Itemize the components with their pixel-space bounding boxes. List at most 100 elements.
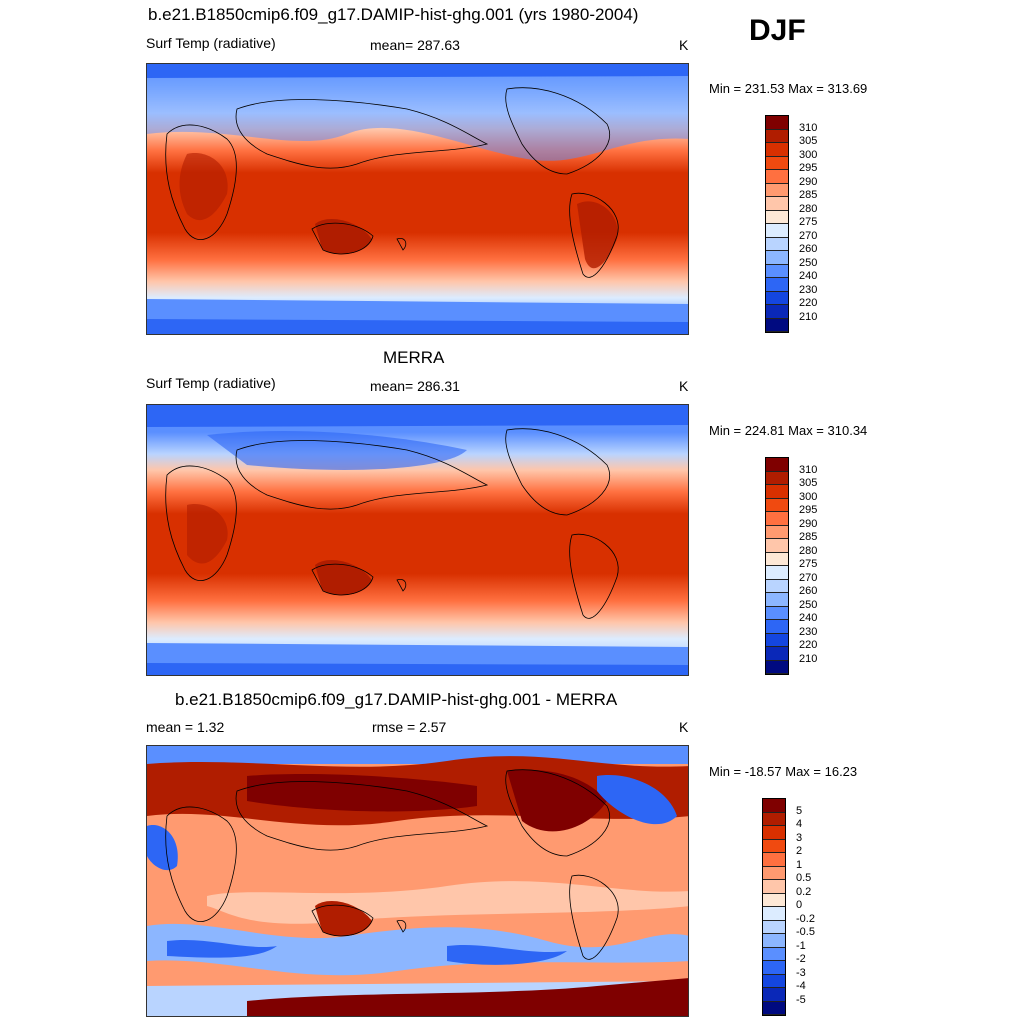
colorbar-tick-label: 220 [799,639,818,651]
colorbar-swatch [766,224,788,238]
colorbar-swatch [766,183,788,197]
panel-1-map [146,63,689,335]
colorbar-swatch [766,593,788,607]
colorbar-tick-label: 295 [799,162,818,174]
colorbar-tick-label: 210 [799,652,818,665]
colorbar-swatch [766,237,788,251]
colorbar-swatch [766,305,788,319]
colorbar-swatch [766,210,788,224]
colorbar-swatch [763,853,785,867]
colorbar-swatch [766,318,788,332]
colorbar-tick-label: 250 [799,598,818,611]
colorbar-swatch [766,539,788,553]
panel-3-unit-label: K [679,719,689,735]
panel-3-colorbar-swatches [762,798,786,1016]
colorbar-swatch [763,920,785,934]
colorbar-swatch [766,633,788,647]
colorbar-tick-label: 310 [799,121,818,134]
colorbar-swatch [763,839,785,853]
colorbar-swatch [766,156,788,170]
colorbar-swatch [766,291,788,305]
colorbar-swatch [763,934,785,948]
panel-2-title: MERRA [383,348,445,367]
colorbar-tick-label: 290 [799,175,818,188]
panel-3-title: b.e21.B1850cmip6.f09_g17.DAMIP-hist-ghg.… [175,690,618,709]
colorbar-tick-label: -1 [796,939,806,952]
colorbar-swatch [766,498,788,512]
colorbar-swatch [766,566,788,580]
colorbar-tick-label: 270 [799,229,818,242]
colorbar-swatch [766,251,788,265]
colorbar-tick-label: -4 [796,980,806,992]
colorbar-tick-label: 240 [799,270,818,282]
colorbar-tick-label: 230 [799,283,818,296]
colorbar-swatch [766,264,788,278]
panel-3-mean-label: mean = 1.32 [146,719,225,735]
panel-2-minmax-label: Min = 224.81 Max = 310.34 [709,423,868,438]
colorbar-tick-label: -2 [796,953,806,965]
colorbar-tick-label: 0 [796,899,803,911]
panel-1-mean-label: mean= 287.63 [370,37,460,53]
colorbar-swatch [763,812,785,826]
colorbar-tick-label: 275 [799,558,818,570]
colorbar-swatch [766,129,788,143]
colorbar-tick-label: -5 [796,993,806,1006]
colorbar-tick-label: 300 [799,490,818,503]
panel-2-mean-label: mean= 286.31 [370,378,460,394]
colorbar-tick-label: 260 [799,585,818,597]
colorbar-swatch [763,866,785,880]
colorbar-tick-label: 260 [799,243,818,255]
colorbar-tick-label: 280 [799,544,818,557]
colorbar-swatch [763,947,785,961]
season-label: DJF [749,14,806,47]
panel-2-colorbar: 310 305 300 295 290 285 280 275 270 260 250 240 230 2… [765,457,817,675]
colorbar-tick-label: 295 [799,504,818,516]
colorbar-tick-label: 285 [799,531,818,543]
colorbar-tick-label: 310 [799,463,818,476]
colorbar-tick-label: 4 [796,818,803,830]
colorbar-swatch [766,647,788,661]
colorbar-tick-label: 0.2 [796,885,812,898]
colorbar-tick-label: 300 [799,148,818,161]
colorbar-swatch [766,660,788,674]
panel-3-rmse-label: rmse = 2.57 [372,719,447,735]
colorbar-tick-label: -3 [796,966,806,979]
panel-2-colorbar-swatches [765,457,789,675]
panel-3-map [146,745,689,1017]
colorbar-tick-label: 1 [796,858,803,871]
colorbar-swatch [766,170,788,184]
colorbar-swatch [766,485,788,499]
colorbar-swatch [763,961,785,975]
colorbar-swatch [766,525,788,539]
colorbar-swatch [766,579,788,593]
panel-1-variable-label: Surf Temp (radiative) [146,35,276,51]
colorbar-tick-label: 220 [799,297,818,309]
colorbar-swatch [763,974,785,988]
colorbar-swatch [766,512,788,526]
colorbar-swatch [763,799,785,813]
panel-1-minmax-label: Min = 231.53 Max = 313.69 [709,81,868,96]
colorbar-swatch [766,278,788,292]
colorbar-swatch [763,907,785,921]
panel-2-unit-label: K [679,378,689,394]
colorbar-swatch [766,116,788,130]
colorbar-swatch [766,606,788,620]
colorbar-swatch [766,458,788,472]
panel-2-variable-label: Surf Temp (radiative) [146,375,276,391]
colorbar-swatch [766,552,788,566]
colorbar-tick-label: -0.5 [796,926,815,938]
colorbar-swatch [763,988,785,1002]
colorbar-tick-label: 270 [799,571,818,584]
colorbar-tick-label: 5 [796,804,803,817]
colorbar-swatch [766,197,788,211]
colorbar-tick-label: 285 [799,189,818,201]
colorbar-swatch [766,143,788,157]
colorbar-swatch [763,893,785,907]
colorbar-tick-label: 240 [799,612,818,624]
panel-1-colorbar: 310 305 300 295 290 285 280 275 270 260 250 240 230 2… [765,115,817,333]
colorbar-tick-label: 290 [799,517,818,530]
panel-3-minmax-label: Min = -18.57 Max = 16.23 [709,764,858,779]
panel-3-colorbar: 5 4 3 2 1 0.5 0.2 0 -0.2 -0.5 -1 -2 -3 -4 -5 [762,798,815,1016]
panel-1-colorbar-swatches [765,115,789,333]
panel-1-title: b.e21.B1850cmip6.f09_g17.DAMIP-hist-ghg.… [148,5,639,24]
